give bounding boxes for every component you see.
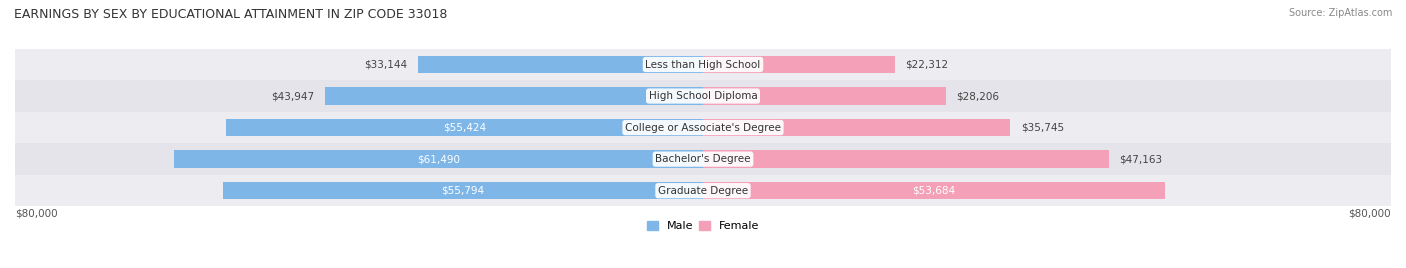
- Bar: [226, 119, 703, 136]
- Bar: [15, 49, 1391, 80]
- Text: $53,684: $53,684: [912, 186, 956, 196]
- Text: $55,794: $55,794: [441, 186, 485, 196]
- Text: Graduate Degree: Graduate Degree: [658, 186, 748, 196]
- Bar: [703, 182, 1164, 199]
- Bar: [325, 87, 703, 105]
- Text: Source: ZipAtlas.com: Source: ZipAtlas.com: [1288, 8, 1392, 18]
- Text: $47,163: $47,163: [1119, 154, 1161, 164]
- Bar: [15, 112, 1391, 143]
- Text: $55,424: $55,424: [443, 122, 486, 133]
- Bar: [224, 182, 703, 199]
- Text: $80,000: $80,000: [15, 208, 58, 218]
- Bar: [703, 119, 1011, 136]
- Bar: [174, 150, 703, 168]
- Text: Bachelor's Degree: Bachelor's Degree: [655, 154, 751, 164]
- Text: $61,490: $61,490: [418, 154, 460, 164]
- Text: College or Associate's Degree: College or Associate's Degree: [626, 122, 780, 133]
- Text: $28,206: $28,206: [956, 91, 998, 101]
- Text: EARNINGS BY SEX BY EDUCATIONAL ATTAINMENT IN ZIP CODE 33018: EARNINGS BY SEX BY EDUCATIONAL ATTAINMEN…: [14, 8, 447, 21]
- Text: $43,947: $43,947: [271, 91, 315, 101]
- Bar: [703, 56, 894, 73]
- Text: Less than High School: Less than High School: [645, 59, 761, 69]
- Text: $80,000: $80,000: [1348, 208, 1391, 218]
- Bar: [703, 87, 946, 105]
- Text: $22,312: $22,312: [905, 59, 948, 69]
- Text: High School Diploma: High School Diploma: [648, 91, 758, 101]
- Legend: Male, Female: Male, Female: [647, 221, 759, 231]
- Text: $33,144: $33,144: [364, 59, 408, 69]
- Bar: [15, 175, 1391, 206]
- Bar: [703, 150, 1108, 168]
- Bar: [15, 80, 1391, 112]
- Text: $35,745: $35,745: [1021, 122, 1064, 133]
- Bar: [15, 143, 1391, 175]
- Bar: [418, 56, 703, 73]
